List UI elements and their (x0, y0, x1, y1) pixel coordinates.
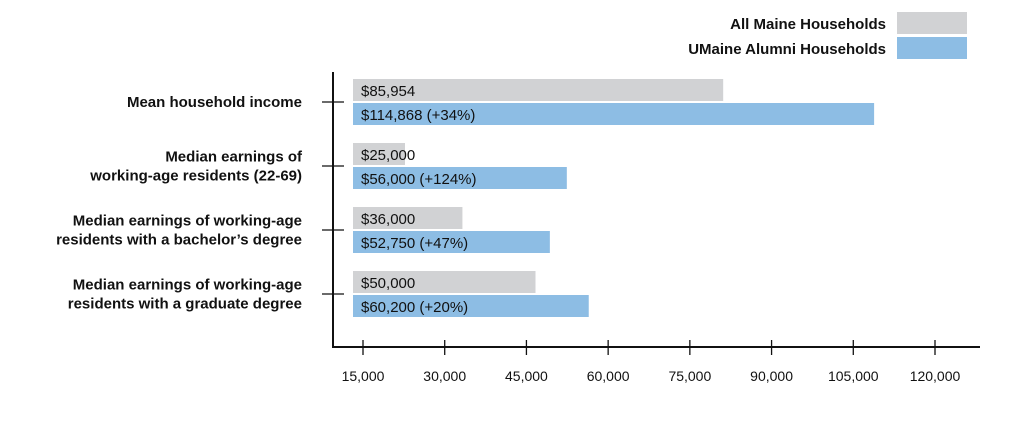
category-label: Median earnings of working-age (73, 277, 302, 294)
legend-label: All Maine Households (730, 16, 886, 33)
category-label: residents with a graduate degree (68, 296, 302, 313)
bar-all-maine (353, 79, 724, 101)
data-label: $50,000 (361, 275, 415, 292)
bar-umaine-alumni (353, 295, 589, 317)
x-tick-label: 105,000 (828, 368, 879, 384)
x-tick-label: 75,000 (668, 368, 711, 384)
bar-umaine-alumni (353, 231, 550, 253)
legend-label: UMaine Alumni Households (688, 41, 886, 58)
data-label: $85,954 (361, 83, 415, 100)
x-tick-label: 30,000 (423, 368, 466, 384)
x-tick-label: 120,000 (910, 368, 961, 384)
category-label: residents with a bachelor’s degree (56, 232, 302, 249)
bar-all-maine (353, 207, 463, 229)
data-label: $114,868 (+34%) (361, 107, 475, 124)
data-label: $52,750 (+47%) (361, 235, 468, 252)
category-label: Median earnings of (165, 149, 303, 166)
data-label: $60,200 (+20%) (361, 299, 468, 316)
category-label: Mean household income (127, 94, 302, 111)
bar-umaine-alumni (353, 167, 567, 189)
data-label: $56,000 (+124%) (361, 171, 477, 188)
category-label: Median earnings of working-age (73, 213, 302, 230)
data-label: $36,000 (361, 211, 415, 228)
legend-swatch (897, 37, 967, 59)
x-tick-label: 45,000 (505, 368, 548, 384)
legend-swatch (897, 12, 967, 34)
x-tick-label: 60,000 (587, 368, 630, 384)
bar-all-maine (353, 271, 536, 293)
bar-umaine-alumni (353, 103, 875, 125)
x-tick-label: 15,000 (342, 368, 385, 384)
category-label: working-age residents (22-69) (89, 168, 302, 185)
x-tick-label: 90,000 (750, 368, 793, 384)
data-label: $25,000 (361, 147, 415, 164)
bar-all-maine (353, 143, 405, 165)
